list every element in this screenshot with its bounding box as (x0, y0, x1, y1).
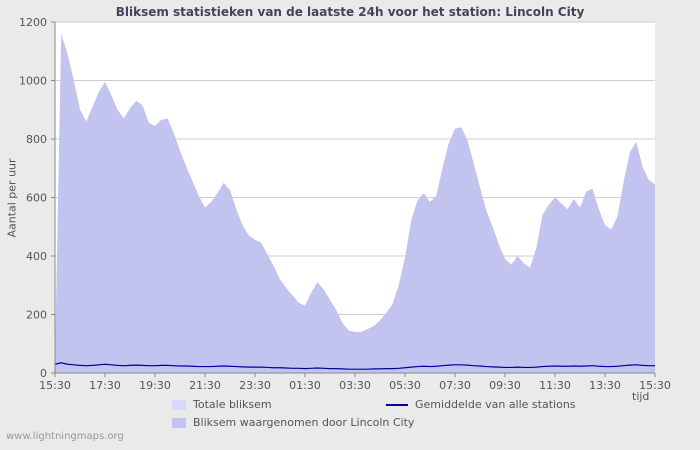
x-axis-title: tijd (632, 390, 650, 403)
y-tick-label: 400 (26, 250, 47, 263)
y-tick-label: 800 (26, 133, 47, 146)
x-tick-label: 09:30 (489, 379, 521, 392)
x-tick-label: 17:30 (89, 379, 121, 392)
chart-title: Bliksem statistieken van de laatste 24h … (115, 5, 585, 19)
x-tick-label: 05:30 (389, 379, 421, 392)
y-tick-label: 1200 (19, 16, 47, 29)
y-tick-label: 0 (40, 367, 47, 380)
lightning-area-chart: 0 200 400 600 800 1000 1200 15:30 17:30 19:30 21:3… (19, 16, 671, 392)
legend-swatch-totale-bliksem-icon (172, 399, 186, 410)
legend-label-gemiddelde: Gemiddelde van alle stations (415, 398, 576, 411)
legend-item-lincoln-city: Bliksem waargenomen door Lincoln City (172, 416, 414, 429)
legend-line-swatch-gemiddelde-icon (386, 403, 408, 406)
legend-label-totale-bliksem: Totale bliksem (193, 398, 272, 411)
x-tick-label: 11:30 (539, 379, 571, 392)
watermark: www.lightningmaps.org (6, 431, 124, 442)
x-tick-label: 19:30 (139, 379, 171, 392)
legend-item-gemiddelde: Gemiddelde van alle stations (386, 398, 576, 411)
y-axis-title: Aantal per uur (5, 158, 19, 238)
x-tick-label: 13:30 (589, 379, 621, 392)
y-tick-label: 600 (26, 192, 47, 205)
x-tick-label: 15:30 (39, 379, 71, 392)
y-tick-label: 1000 (19, 75, 47, 88)
x-tick-label: 21:30 (189, 379, 221, 392)
legend-label-lincoln-city: Bliksem waargenomen door Lincoln City (193, 416, 415, 429)
x-tick-label: 01:30 (289, 379, 321, 392)
legend-swatch-lincoln-city-icon (172, 417, 186, 428)
line-gemiddelde (54, 362, 655, 370)
y-tick-label: 200 (26, 309, 47, 322)
x-tick-label: 07:30 (439, 379, 471, 392)
legend-item-totale-bliksem: Totale bliksem (172, 398, 272, 411)
x-tick-label: 15:30 (639, 379, 671, 392)
x-tick-label: 03:30 (339, 379, 371, 392)
x-tick-label: 23:30 (239, 379, 271, 392)
area-lincoln-city (55, 33, 655, 373)
